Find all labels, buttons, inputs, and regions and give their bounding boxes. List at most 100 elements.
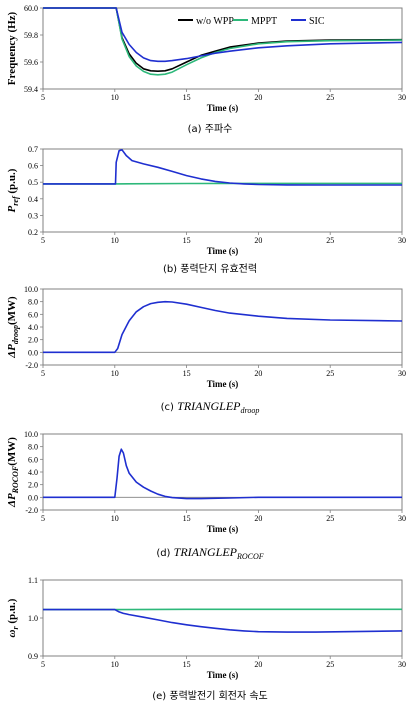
y-tick-label: 8.0: [28, 443, 38, 452]
y-tick-label: 2.0: [28, 336, 38, 345]
x-tick-label: 5: [41, 93, 45, 102]
x-tick-label: 20: [254, 236, 262, 245]
figure-caption: (a) 주파수: [188, 123, 233, 135]
y-tick-label: 4.0: [28, 323, 38, 332]
y-label-unit: (MW): [6, 296, 18, 325]
y-tick-label: 0.0: [28, 348, 38, 357]
caption-prefix: (d): [156, 548, 170, 559]
x-tick-label: 30: [398, 93, 406, 102]
x-tick-label: 10: [111, 236, 119, 245]
y-tick-label: 10.0: [24, 285, 38, 294]
x-tick-label: 25: [326, 514, 334, 523]
y-label-unit: (p.u.): [6, 168, 18, 196]
y-tick-label: 0.9: [28, 652, 38, 661]
chart-panel-c: 5 10 15 20 25 30 -2.0 0.0 2.0 4.0 6.0 8.0 10.0 Time (…: [6, 285, 406, 415]
plot-frame: [42, 288, 403, 366]
y-axis-label: ωr (p.u.): [6, 598, 20, 637]
x-tick-label: 5: [41, 514, 45, 523]
y-label-subscript: r: [11, 625, 20, 629]
y-label-subscript: ROCOF: [11, 465, 20, 494]
series-line-sic: [43, 608, 403, 633]
x-tick-label: 25: [326, 660, 334, 669]
y-axis-label: Pref (p.u.): [6, 168, 20, 212]
caption-text: 풍력단지 유효전력: [180, 263, 257, 275]
series-line-sic: [43, 448, 402, 500]
x-tick-label: 15: [183, 93, 191, 102]
x-tick-label: 10: [111, 660, 119, 669]
x-tick-label: 30: [398, 236, 406, 245]
y-tick-label: 60.0: [24, 4, 38, 13]
y-tick-label: 0.3: [28, 211, 38, 220]
caption-prefix: (a): [188, 124, 202, 135]
y-tick-label: 59.8: [24, 31, 38, 40]
y-tick-label: 2.0: [28, 481, 38, 490]
x-tick-label: 30: [398, 369, 406, 378]
x-axis-label: Time (s): [207, 524, 239, 534]
series-line-sic: [43, 300, 403, 354]
x-tick-label: 25: [326, 369, 334, 378]
series-line-mppt: [43, 7, 403, 76]
x-tick-label: 20: [254, 514, 262, 523]
x-tick-label: 10: [111, 369, 119, 378]
y-label-subscript: droop: [11, 325, 20, 344]
caption-symbol: TRIANGLEP: [177, 399, 241, 413]
y-tick-label: 1.0: [28, 614, 38, 623]
y-label-unit: (p.u.): [6, 598, 18, 626]
y-tick-label: 0.5: [28, 178, 38, 187]
legend-label: MPPT: [251, 16, 277, 27]
series-line-sic: [43, 7, 403, 63]
y-label-unit: (MW): [6, 437, 18, 466]
x-tick-label: 20: [254, 369, 262, 378]
y-tick-label: -2.0: [25, 506, 38, 515]
y-tick-label: 0.7: [28, 145, 38, 154]
chart-panel-a: 5 10 15 20 25 30 59.4 59.6 59.8 60.0 Time (s) Frequ…: [6, 4, 406, 135]
y-tick-label: 1.1: [28, 576, 38, 585]
x-axis-label: Time (s): [207, 246, 239, 256]
y-tick-label: 4.0: [28, 468, 38, 477]
y-tick-label: 59.4: [24, 85, 38, 94]
x-tick-label: 5: [41, 660, 45, 669]
y-label-main: ω: [6, 629, 18, 637]
figure-caption: (c) TRIANGLEPdroop: [161, 399, 260, 415]
chart-panel-d: 5 10 15 20 25 30 -2.0 0.0 2.0 4.0 6.0 8.0 10.0 Time (…: [6, 430, 406, 561]
x-tick-label: 25: [326, 236, 334, 245]
caption-prefix: (c): [161, 402, 174, 413]
plot-frame: [42, 7, 403, 90]
y-tick-label: 0.6: [28, 162, 38, 171]
x-tick-label: 20: [254, 93, 262, 102]
y-tick-label: 0.4: [28, 195, 38, 204]
caption-text: 주파수: [205, 123, 233, 135]
x-tick-label: 15: [183, 369, 191, 378]
x-tick-label: 20: [254, 660, 262, 669]
caption-prefix: (b): [163, 264, 177, 275]
y-axis-label: ΔPdroop(MW): [6, 296, 20, 359]
y-tick-label: 0.0: [28, 493, 38, 502]
x-tick-label: 10: [111, 514, 119, 523]
caption-subscript: droop: [241, 406, 260, 415]
legend-label: w/o WPP: [196, 16, 234, 27]
x-tick-label: 15: [183, 660, 191, 669]
plot-frame: [42, 579, 403, 657]
y-tick-label: 59.6: [24, 58, 38, 67]
y-tick-label: 10.0: [24, 430, 38, 439]
figure-caption: (d) TRIANGLEPROCOF: [156, 545, 263, 561]
x-tick-label: 15: [183, 514, 191, 523]
x-tick-label: 10: [111, 93, 119, 102]
x-tick-label: 15: [183, 236, 191, 245]
y-label-main: ΔP: [6, 493, 18, 508]
x-tick-label: 30: [398, 514, 406, 523]
y-label-subscript: ref: [11, 195, 20, 206]
plot-frame: [42, 148, 403, 233]
x-tick-label: 25: [326, 93, 334, 102]
y-tick-label: 0.2: [28, 228, 38, 237]
y-tick-label: 8.0: [28, 298, 38, 307]
caption-text: 풍력발전기 회전자 속도: [169, 690, 267, 702]
caption-subscript: ROCOF: [236, 552, 264, 561]
caption-symbol: TRIANGLEP: [174, 545, 238, 559]
chart-panel-b: 5 10 15 20 25 30 0.2 0.3 0.4 0.5 0.6 0.7 Time (s) Pre…: [6, 145, 406, 275]
x-axis-label: Time (s): [207, 103, 239, 113]
x-axis-label: Time (s): [207, 670, 239, 680]
x-tick-label: 5: [41, 236, 45, 245]
figure-caption: (e) 풍력발전기 회전자 속도: [152, 690, 268, 702]
